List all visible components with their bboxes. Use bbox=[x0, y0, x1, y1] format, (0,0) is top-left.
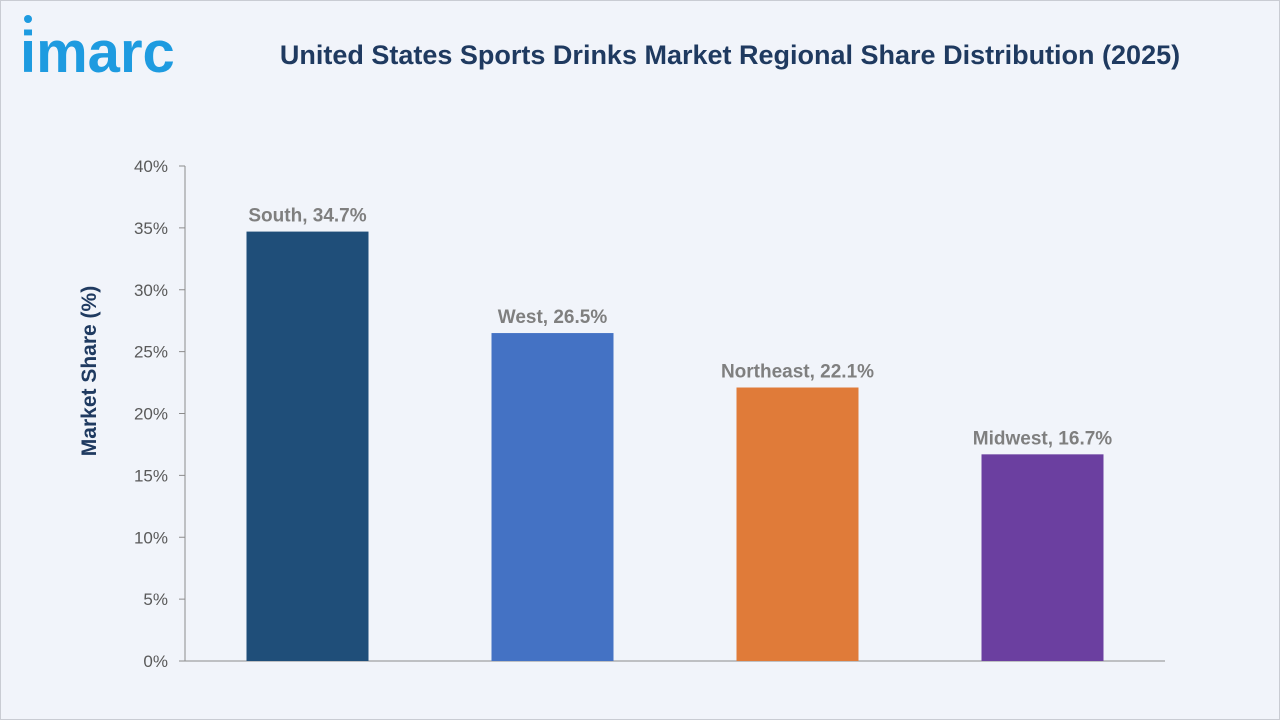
bars bbox=[246, 231, 1104, 661]
chart-title: United States Sports Drinks Market Regio… bbox=[279, 40, 1181, 70]
y-tick-label: 35% bbox=[134, 219, 168, 238]
bar-south bbox=[246, 231, 369, 661]
bar-northeast bbox=[736, 387, 859, 661]
y-tick-label: 10% bbox=[134, 528, 168, 547]
y-tick-label: 20% bbox=[134, 405, 168, 424]
imarc-logo-icon: imarc bbox=[20, 15, 175, 85]
y-tick-label: 40% bbox=[134, 157, 168, 176]
logo-text: imarc bbox=[20, 20, 175, 80]
data-label-south: South, 34.7% bbox=[248, 206, 366, 227]
data-label-midwest: Midwest, 16.7% bbox=[973, 428, 1112, 449]
data-label-northeast: Northeast, 22.1% bbox=[721, 362, 874, 383]
y-tick-label: 30% bbox=[134, 281, 168, 300]
y-axis-label: Market Share (%) bbox=[78, 286, 101, 456]
bar-midwest bbox=[981, 454, 1104, 661]
data-labels: South, 34.7% West, 26.5% Northeast, 22.1% M… bbox=[248, 206, 1112, 450]
imarc-logo: imarc bbox=[20, 14, 210, 85]
bar-west bbox=[491, 333, 614, 661]
y-tick-label: 15% bbox=[134, 466, 168, 485]
y-tick-label: 5% bbox=[143, 590, 168, 609]
data-label-west: West, 26.5% bbox=[498, 307, 608, 328]
y-tick-label: 25% bbox=[134, 343, 168, 362]
y-tick-label: 0% bbox=[143, 652, 168, 671]
